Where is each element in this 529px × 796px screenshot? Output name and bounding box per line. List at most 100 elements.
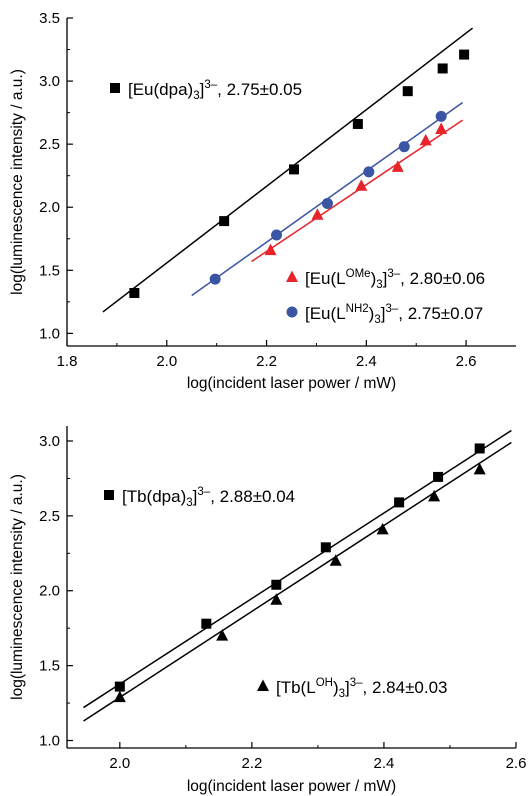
legend-label: [Tb(LOH)3]3–, 2.84±0.03 (276, 677, 448, 700)
legend-superscript: 3– (387, 268, 400, 280)
y-tick-label: 3.0 (39, 73, 60, 90)
x-tick-label: 2.0 (156, 353, 177, 370)
legend-superscript: OH (316, 677, 333, 689)
data-point (435, 122, 448, 135)
legend-superscript: 3– (385, 303, 398, 315)
legend-subscript: 3 (374, 314, 380, 326)
legend-subscript: 3 (339, 688, 345, 700)
y-tick-label: 2.0 (39, 583, 60, 600)
data-point (271, 579, 282, 590)
legend-text-part: [Tb(L (276, 678, 316, 697)
data-point (474, 443, 485, 454)
data-point (216, 629, 229, 641)
data-point (320, 542, 331, 553)
legend-text-part: , 2.88±0.04 (210, 487, 295, 506)
data-point (270, 593, 283, 605)
data-point (355, 179, 368, 191)
fit-line (102, 27, 474, 313)
data-point (363, 166, 375, 178)
data-point (419, 133, 432, 146)
fit-line (251, 119, 464, 263)
y-tick-label: 2.5 (39, 508, 60, 525)
legend-text-part: ] (193, 487, 198, 506)
legend-text-part: , 2.80±0.06 (400, 269, 485, 288)
data-point (398, 141, 410, 153)
legend-superscript: OMe (346, 268, 371, 280)
x-axis-label: log(incident laser power / mW) (187, 778, 396, 795)
data-point (113, 690, 126, 703)
legend-superscript: 3– (204, 79, 217, 91)
legend-subscript: 3 (193, 90, 199, 102)
legend-text-part: ) (371, 269, 377, 288)
legend-text-part: ] (381, 304, 386, 323)
data-point (459, 49, 470, 60)
legend-marker (110, 83, 120, 93)
x-tick-label: 2.2 (241, 755, 262, 772)
data-point (433, 471, 444, 482)
legend-marker (257, 679, 269, 691)
x-tick-label: 2.6 (506, 755, 527, 772)
y-tick-label: 1.0 (39, 733, 60, 750)
series-1 (83, 441, 512, 722)
data-point (209, 273, 221, 285)
data-point (114, 681, 125, 692)
bottom-panel-tb-chart: 2.0 2.2 2.4 2.6 1.0 1.5 2.0 2.5 3.0 log(incident … (9, 426, 526, 795)
x-tick-label: 2.4 (356, 353, 377, 370)
legend-text-part: [Tb(dpa) (122, 487, 186, 506)
legend-subscript: 3 (186, 497, 192, 509)
top-panel-eu-chart: 1.8 2.0 2.2 2.4 2.6 1.0 1.5 2.0 2.5 3.0 3.5 log(inc… (9, 10, 516, 392)
legend-superscript: 3– (197, 486, 210, 498)
y-axis-label: log(luminescence intensity / a.u.) (9, 474, 26, 700)
y-tick-label: 2.0 (39, 199, 60, 216)
data-point (473, 462, 486, 475)
y-tick-label: 2.5 (39, 136, 60, 153)
x-tick-label: 2.0 (109, 755, 130, 772)
legend-superscript: 3– (350, 677, 363, 689)
fit-line (83, 441, 512, 722)
data-point (329, 554, 342, 566)
legend-label: [Tb(dpa)3]3–, 2.88±0.04 (122, 486, 295, 509)
legend-label: [Eu(LOMe)3]3–, 2.80±0.06 (305, 268, 485, 291)
legend-text-part: ] (383, 269, 388, 288)
legend-text-part: [Eu(L (305, 269, 346, 288)
legend-text-part: [Eu(dpa) (128, 80, 193, 99)
data-point (288, 164, 299, 175)
legend-label: [Eu(dpa)3]3–, 2.75±0.05 (128, 79, 302, 102)
legend-marker (286, 270, 298, 282)
data-point (352, 118, 363, 129)
x-tick-label: 2.6 (456, 353, 477, 370)
legend-text-part: ] (200, 80, 205, 99)
data-point (435, 110, 447, 122)
data-point (321, 197, 333, 209)
fit-line (83, 429, 512, 709)
data-point (264, 243, 277, 256)
y-tick-label: 1.0 (39, 325, 60, 342)
data-point (394, 497, 405, 508)
x-tick-label: 2.2 (256, 353, 277, 370)
series-0 (102, 27, 474, 313)
legend-text-part: , 2.84±0.03 (363, 678, 448, 697)
y-tick-label: 3.5 (39, 10, 60, 27)
y-tick-label: 3.0 (39, 433, 60, 450)
series-1 (251, 119, 464, 263)
x-tick-label: 2.4 (374, 755, 395, 772)
legend-text-part: , 2.75±0.05 (217, 80, 302, 99)
data-point (219, 216, 230, 227)
legend-text-part: ) (369, 304, 375, 323)
data-point (402, 86, 413, 97)
data-point (129, 288, 140, 299)
x-tick-label: 1.8 (57, 353, 78, 370)
y-tick-label: 1.5 (39, 658, 60, 675)
data-point (201, 618, 212, 629)
data-point (311, 208, 324, 220)
legend-text-part: , 2.75±0.07 (398, 304, 483, 323)
data-point (391, 160, 404, 172)
legend-subscript: 3 (376, 279, 382, 291)
data-point (376, 522, 389, 535)
legend-marker (104, 490, 114, 500)
legend-label: [Eu(LNH2)3]3–, 2.75±0.07 (305, 303, 483, 326)
data-point (428, 489, 441, 502)
y-tick-label: 1.5 (39, 262, 60, 279)
series-0 (83, 429, 512, 709)
